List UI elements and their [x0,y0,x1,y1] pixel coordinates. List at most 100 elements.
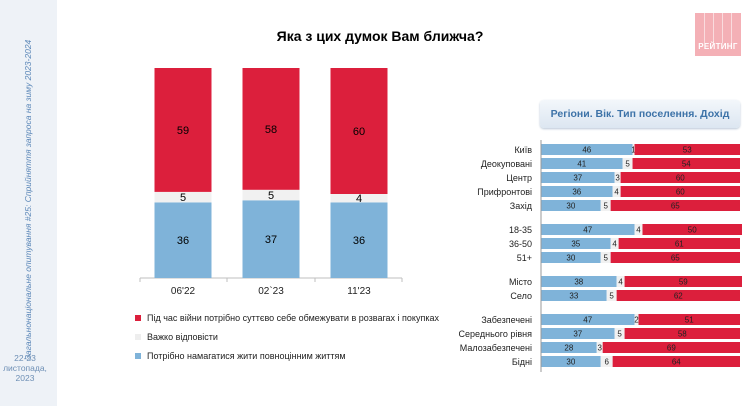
row-label: Село [510,291,532,301]
sidebar-date: 22-23 листопада, 2023 [0,353,50,383]
bar-data-label: 54 [682,160,691,169]
bar-segment-hard-to-say [242,189,300,201]
bar-data-label: 4 [636,226,641,235]
bar-segment-hard-to-say [614,328,625,339]
bar-data-label: 51 [685,316,694,325]
bar-data-label: 5 [268,190,274,202]
bar-segment-restrict [620,186,740,197]
bar-data-label: 28 [564,344,573,353]
legend-label: Потрібно намагатися жити повноцінним жит… [147,350,346,361]
bar-segment-live-fully [330,202,388,278]
legend-swatch-blue [135,352,141,359]
bar-data-label: 60 [676,174,685,183]
legend-label: Важко відповісти [147,331,218,342]
bar-data-label: 30 [566,202,575,211]
bar-segment-hard-to-say [600,200,611,211]
row-label: Деокуповані [481,159,532,169]
row-label: Місто [509,277,532,287]
breakdown-title: Регіони. Вік. Тип поселення. Дохід [540,100,740,128]
bar-data-label: 38 [574,278,583,287]
bar-segment-restrict [616,290,740,301]
x-tick-label: 06'22 [171,286,196,297]
bar-data-label: 58 [265,124,277,136]
bar-data-label: 5 [625,160,630,169]
bar-segment-restrict [642,224,742,235]
row-label: 51+ [517,253,532,263]
bar-segment-live-fully [541,200,601,211]
bar-data-label: 5 [603,254,608,263]
sidebar: Загальнонаціональне опитування #25: Спри… [0,0,57,406]
bar-segment-live-fully [541,186,613,197]
bar-segment-restrict [638,314,740,325]
row-label: 18-35 [509,225,532,235]
legend-swatch-red [135,314,141,321]
bar-segment-hard-to-say [596,342,603,353]
row-label: Малозабезпечені [460,343,532,353]
bar-segment-hard-to-say [606,290,617,301]
bar-data-label: 53 [683,146,692,155]
bar-segment-restrict [154,68,212,192]
bar-data-label: 64 [672,358,681,367]
chart-title: Яка з цих думок Вам ближча? [276,28,484,44]
bar-segment-hard-to-say [330,194,388,203]
bar-segment-restrict [610,200,740,211]
sidebar-date-line: 22-23 [14,353,36,363]
bar-data-label: 3 [615,174,620,183]
legend: Під час війни потрібно суттєво себе обме… [135,308,439,365]
legend-label: Під час війни потрібно суттєво себе обме… [147,312,439,323]
bar-data-label: 47 [583,226,592,235]
bar-data-label: 4 [356,193,362,205]
bar-data-label: 36 [572,188,581,197]
bar-data-label: 5 [617,330,622,339]
bar-data-label: 37 [265,234,277,246]
bar-segment-hard-to-say [600,252,611,263]
bar-segment-hard-to-say [632,144,635,155]
bar-segment-restrict [624,276,742,287]
bar-data-label: 30 [566,358,575,367]
bar-segment-hard-to-say [154,191,212,203]
bar-segment-live-fully [541,290,607,301]
bar-segment-restrict [634,144,740,155]
bar-data-label: 35 [571,240,580,249]
bar-segment-restrict [612,356,740,367]
bar-segment-live-fully [541,224,635,235]
bar-data-label: 4 [618,278,623,287]
x-tick-label: 11'23 [347,286,371,297]
bar-data-label: 6 [604,358,609,367]
bar-segment-restrict [610,252,740,263]
bar-data-label: 61 [675,240,684,249]
bar-data-label: 30 [566,254,575,263]
bar-data-label: 36 [177,235,189,247]
bar-segment-live-fully [541,158,623,169]
bar-segment-restrict [632,158,740,169]
bar-data-label: 33 [569,292,578,301]
bar-data-label: 37 [573,174,582,183]
legend-item: Потрібно намагатися жити повноцінним жит… [135,346,439,365]
row-label: Прифронтові [477,187,532,197]
row-label: Київ [514,145,532,155]
bar-segment-restrict [602,342,740,353]
bar-segment-hard-to-say [612,186,621,197]
x-tick-label: 02`23 [258,285,284,297]
bar-data-label: 5 [603,202,608,211]
bar-segment-hard-to-say [600,356,613,367]
row-label: 36-50 [509,239,532,249]
bar-data-label: 69 [667,344,676,353]
bar-data-label: 3 [597,344,602,353]
logo-text: РЕЙТИНГ [698,42,738,51]
bar-segment-live-fully [541,172,615,183]
bar-data-label: 2 [634,316,639,325]
row-label: Забезпечені [481,315,532,325]
bar-segment-hard-to-say [634,224,643,235]
bar-data-label: 62 [674,292,683,301]
bar-segment-live-fully [541,342,597,353]
bar-data-label: 59 [177,125,189,137]
bar-segment-live-fully [541,276,617,287]
bar-data-label: 4 [612,240,617,249]
legend-item: Під час війни потрібно суттєво себе обме… [135,308,439,327]
bar-segment-live-fully [541,328,615,339]
bar-data-label: 46 [582,146,591,155]
bar-segment-live-fully [541,238,611,249]
